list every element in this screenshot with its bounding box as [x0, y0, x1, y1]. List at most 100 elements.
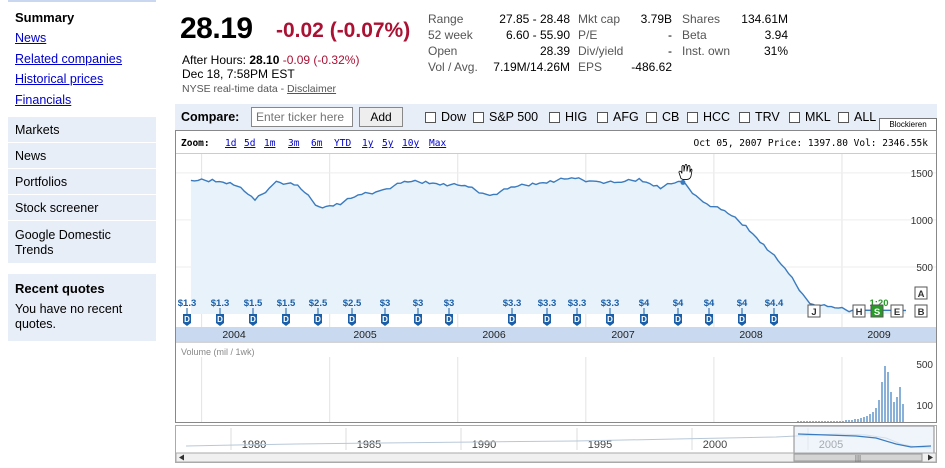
- dividend-marker[interactable]: $3.3 D: [601, 298, 620, 326]
- compare-ticker-input[interactable]: [251, 107, 353, 127]
- zoom-ytd-link[interactable]: YTD: [334, 138, 352, 149]
- sidebar-item-domestic-trends[interactable]: Google Domestic Trends: [8, 220, 156, 263]
- zoom-5d-link[interactable]: 5d: [244, 138, 256, 149]
- news-flag-box: [807, 304, 821, 318]
- dividend-amount-label: $4: [673, 298, 684, 309]
- recent-quotes-panel: Recent quotes You have no recent quotes.: [8, 274, 156, 341]
- sidebar-item-related-companies[interactable]: Related companies: [15, 51, 123, 66]
- compare-cb-checkbox[interactable]: CB: [646, 110, 679, 124]
- scroll-left-arrow-icon[interactable]: [179, 454, 184, 461]
- stat-value: 6.60 - 55.90: [505, 28, 570, 42]
- checkbox-icon[interactable]: [646, 111, 657, 123]
- timeline-year-label: 1985: [357, 439, 381, 451]
- checkbox-icon[interactable]: [597, 111, 608, 123]
- compare-trv-checkbox[interactable]: TRV: [739, 110, 780, 124]
- stock-chart[interactable]: Zoom: 1d 5d 1m 3m 6m YTD 1y 5y 10y Max Oct 05, 20…: [175, 130, 937, 423]
- dividend-amount-label: $2.5: [343, 298, 362, 309]
- sidebar-item-portfolios[interactable]: Portfolios: [8, 168, 156, 194]
- dividend-flag-letter: D: [641, 315, 647, 324]
- dividend-flag-icon: [573, 314, 581, 326]
- zoom-6m-link[interactable]: 6m: [311, 138, 323, 149]
- news-flag-b[interactable]: B: [914, 304, 928, 318]
- news-flag-e[interactable]: E: [890, 304, 904, 318]
- checkbox-icon[interactable]: [739, 111, 750, 123]
- checkbox-icon[interactable]: [473, 111, 484, 123]
- checkbox-icon[interactable]: [838, 111, 849, 123]
- hand-cursor-icon: [678, 164, 693, 180]
- dividend-marker[interactable]: $3.3 D: [538, 298, 557, 326]
- checkbox-icon[interactable]: [687, 111, 698, 123]
- recent-quotes-title: Recent quotes: [15, 281, 105, 296]
- zoom-5y-link[interactable]: 5y: [382, 138, 394, 149]
- dividend-marker[interactable]: $1.5 D: [277, 298, 296, 326]
- sidebar-item-news-link[interactable]: News: [15, 31, 47, 45]
- timeline-navigator[interactable]: 198019851990199520002005|||: [175, 425, 937, 463]
- compare-s-p-500-checkbox[interactable]: S&P 500: [473, 110, 538, 124]
- blockieren-tab[interactable]: Blockieren: [879, 118, 937, 130]
- news-flag-j[interactable]: J: [807, 304, 821, 318]
- timeline-canvas[interactable]: 198019851990199520002005|||: [175, 425, 937, 463]
- zoom-10y-link[interactable]: 10y: [402, 138, 420, 149]
- after-hours: After Hours: 28.10 -0.09 (-0.32%): [182, 53, 359, 67]
- dividend-flag-icon: [705, 314, 713, 326]
- dividend-marker[interactable]: $3.3 D: [568, 298, 587, 326]
- zoom-label: Zoom:: [181, 138, 210, 149]
- dividend-marker[interactable]: $4 D: [673, 298, 684, 326]
- dividend-flag-letter: D: [446, 315, 452, 324]
- compare-mkl-checkbox[interactable]: MKL: [789, 110, 831, 124]
- zoom-1m-link[interactable]: 1m: [264, 138, 276, 149]
- compare-afg-checkbox[interactable]: AFG: [597, 110, 639, 124]
- add-ticker-button[interactable]: Add: [359, 107, 403, 127]
- dividend-flag-letter: D: [415, 315, 421, 324]
- news-flag-s[interactable]: S: [870, 304, 884, 318]
- checkbox-icon[interactable]: [549, 111, 560, 123]
- zoom-1y-link[interactable]: 1y: [362, 138, 374, 149]
- dividend-marker[interactable]: $1.3 D: [211, 298, 230, 326]
- chart-canvas[interactable]: 15001000500$1.3D$1.3D$1.5D$1.5D$2.5D$2.5…: [176, 154, 936, 422]
- realtime-text: NYSE real-time data -: [182, 83, 288, 95]
- compare-hcc-checkbox[interactable]: HCC: [687, 110, 730, 124]
- dividend-marker[interactable]: $1.5 D: [244, 298, 263, 326]
- dividend-marker[interactable]: $1.3 D: [178, 298, 197, 326]
- sidebar-item-financials[interactable]: Financials: [15, 92, 72, 107]
- dividend-marker[interactable]: $3.3 D: [503, 298, 522, 326]
- news-flag-letter: H: [856, 307, 863, 318]
- sidebar-item-historical-prices[interactable]: Historical prices: [15, 72, 104, 86]
- dividend-marker[interactable]: $2.5 D: [343, 298, 362, 326]
- stat-value: 7.19M/14.26M: [493, 60, 570, 74]
- compare-dow-checkbox[interactable]: Dow: [425, 110, 466, 124]
- dividend-marker[interactable]: $4.4 D: [765, 298, 784, 326]
- dividend-flag-icon: [282, 314, 290, 326]
- dividend-amount-label: $3: [444, 298, 455, 309]
- sidebar-item-news[interactable]: News: [8, 142, 156, 168]
- dividend-marker[interactable]: $4 D: [704, 298, 715, 326]
- compare-all-checkbox[interactable]: ALL: [838, 110, 876, 124]
- news-flag-h[interactable]: H: [852, 304, 866, 318]
- dividend-marker[interactable]: $4 D: [737, 298, 748, 326]
- stat-value: 27.85 - 28.48: [499, 12, 570, 26]
- hover-info: Oct 05, 2007 Price: 1397.80 Vol: 2346.55…: [693, 138, 929, 149]
- sidebar-item-stock-screener[interactable]: Stock screener: [8, 194, 156, 220]
- dividend-flag-letter: D: [607, 315, 613, 324]
- dividend-marker[interactable]: $3 D: [413, 298, 424, 326]
- checkbox-icon[interactable]: [425, 111, 436, 123]
- dividend-flag-letter: D: [739, 315, 745, 324]
- checkbox-icon[interactable]: [789, 111, 800, 123]
- dividend-marker[interactable]: $4 D: [639, 298, 650, 326]
- timeline-selection-window[interactable]: [793, 425, 935, 454]
- zoom-1d-link[interactable]: 1d: [225, 138, 237, 149]
- zoom-3m-link[interactable]: 3m: [288, 138, 300, 149]
- stat-label: Inst. own: [682, 44, 731, 58]
- dividend-marker[interactable]: $2.5 D: [309, 298, 328, 326]
- dividend-marker[interactable]: $3 D: [444, 298, 455, 326]
- timeline-scroll-thumb[interactable]: [793, 453, 923, 462]
- stat-label: Shares: [682, 12, 721, 26]
- compare-label: Compare:: [181, 110, 240, 124]
- compare-hig-checkbox[interactable]: HIG: [549, 110, 587, 124]
- dividend-marker[interactable]: $3 D: [380, 298, 391, 326]
- scroll-right-arrow-icon[interactable]: [928, 454, 933, 461]
- disclaimer-link[interactable]: Disclaimer: [287, 83, 337, 95]
- sidebar-item-markets[interactable]: Markets: [8, 116, 156, 142]
- zoom-max-link[interactable]: Max: [429, 138, 447, 149]
- news-flag-a[interactable]: A: [914, 286, 928, 300]
